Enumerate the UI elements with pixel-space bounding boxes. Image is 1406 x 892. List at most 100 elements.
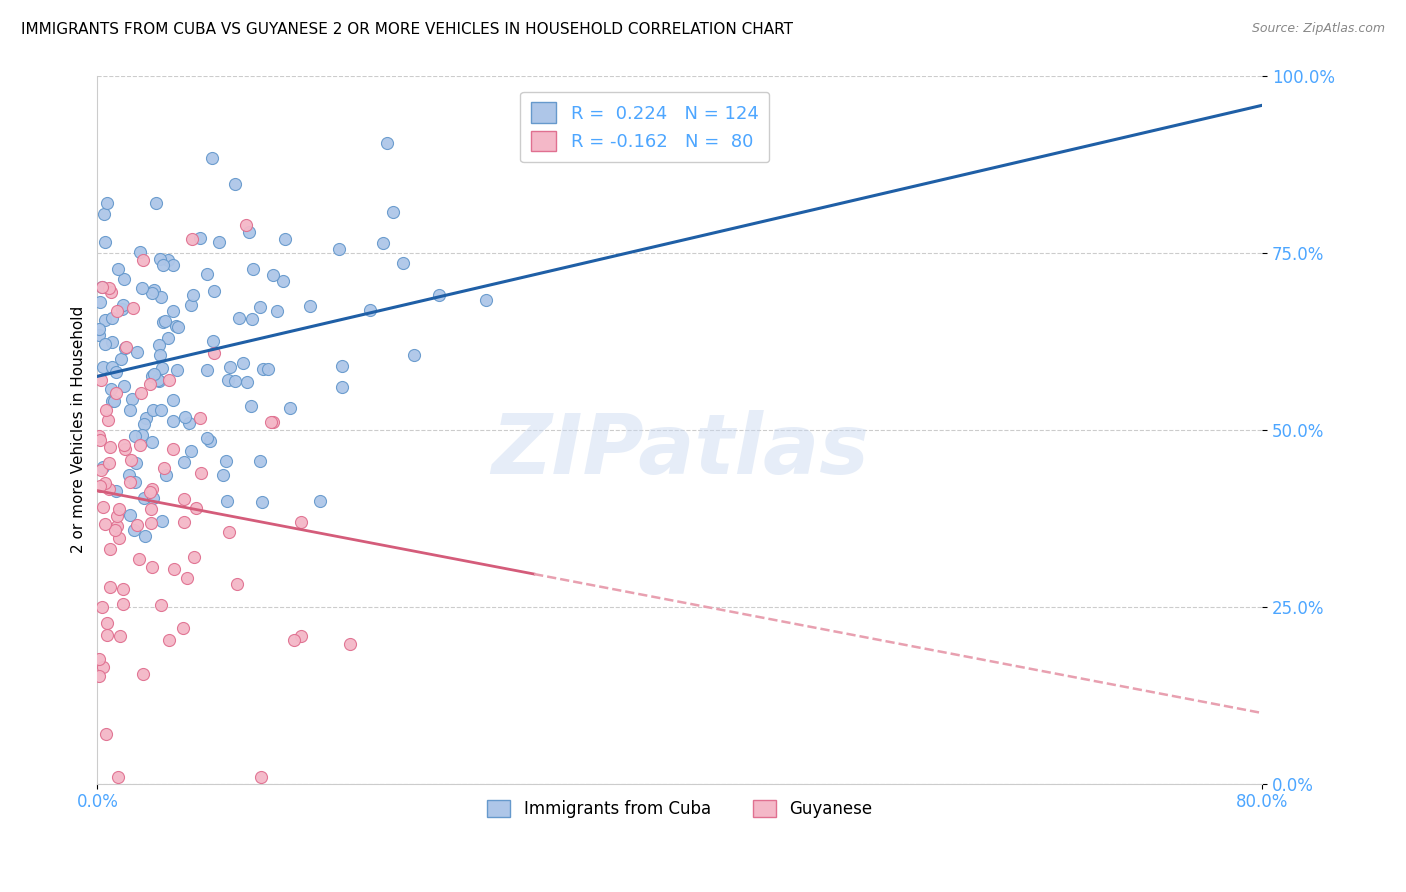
Text: Source: ZipAtlas.com: Source: ZipAtlas.com bbox=[1251, 22, 1385, 36]
Point bbox=[262, 415, 284, 429]
Point bbox=[283, 633, 305, 648]
Point bbox=[152, 258, 174, 272]
Point bbox=[204, 345, 226, 359]
Point bbox=[148, 338, 170, 352]
Point bbox=[120, 403, 142, 417]
Point bbox=[150, 514, 173, 528]
Point bbox=[91, 460, 114, 475]
Point bbox=[162, 442, 184, 456]
Point bbox=[98, 580, 121, 594]
Point bbox=[184, 500, 207, 515]
Point bbox=[173, 455, 195, 469]
Point bbox=[371, 236, 394, 251]
Point bbox=[90, 280, 112, 294]
Point bbox=[97, 413, 120, 427]
Point bbox=[120, 475, 142, 489]
Point bbox=[141, 369, 163, 384]
Point bbox=[121, 301, 143, 315]
Point bbox=[90, 373, 112, 387]
Point bbox=[107, 508, 129, 523]
Point bbox=[375, 136, 398, 151]
Point bbox=[148, 375, 170, 389]
Point bbox=[89, 652, 111, 666]
Point bbox=[259, 415, 281, 429]
Point bbox=[176, 571, 198, 585]
Point bbox=[96, 403, 118, 417]
Point bbox=[121, 392, 143, 406]
Point bbox=[266, 304, 288, 318]
Point bbox=[98, 281, 121, 295]
Point bbox=[290, 515, 312, 529]
Point bbox=[143, 367, 166, 381]
Point bbox=[177, 416, 200, 430]
Point bbox=[96, 616, 118, 631]
Point bbox=[157, 252, 180, 267]
Point bbox=[127, 344, 149, 359]
Point bbox=[172, 620, 194, 634]
Point bbox=[262, 268, 284, 282]
Point bbox=[359, 303, 381, 318]
Point bbox=[107, 262, 129, 277]
Point bbox=[163, 562, 186, 576]
Point bbox=[107, 770, 129, 784]
Point bbox=[115, 340, 138, 354]
Point bbox=[278, 401, 301, 416]
Text: ZIPatlas: ZIPatlas bbox=[491, 410, 869, 491]
Point bbox=[149, 348, 172, 362]
Point bbox=[217, 374, 239, 388]
Point bbox=[90, 280, 112, 294]
Point bbox=[224, 374, 246, 388]
Point bbox=[157, 633, 180, 648]
Point bbox=[104, 483, 127, 498]
Point bbox=[89, 434, 111, 448]
Point bbox=[128, 552, 150, 566]
Point bbox=[139, 516, 162, 531]
Point bbox=[252, 362, 274, 376]
Point bbox=[101, 359, 124, 374]
Point bbox=[218, 524, 240, 539]
Point bbox=[87, 428, 110, 442]
Point bbox=[157, 374, 180, 388]
Point bbox=[132, 253, 155, 268]
Point bbox=[132, 666, 155, 681]
Point bbox=[111, 301, 134, 316]
Point bbox=[404, 348, 426, 362]
Point bbox=[475, 293, 498, 308]
Point bbox=[98, 541, 121, 556]
Point bbox=[173, 515, 195, 529]
Point bbox=[105, 365, 128, 379]
Point bbox=[238, 225, 260, 239]
Point bbox=[249, 770, 271, 784]
Point bbox=[235, 376, 257, 390]
Point bbox=[108, 501, 131, 516]
Point bbox=[112, 582, 135, 596]
Point bbox=[143, 283, 166, 297]
Point bbox=[149, 598, 172, 612]
Point bbox=[141, 482, 163, 496]
Point bbox=[141, 435, 163, 450]
Point bbox=[118, 468, 141, 483]
Point bbox=[139, 485, 162, 500]
Point bbox=[112, 379, 135, 393]
Point bbox=[188, 411, 211, 425]
Point bbox=[142, 402, 165, 417]
Point bbox=[101, 394, 124, 409]
Point bbox=[94, 727, 117, 741]
Point bbox=[173, 492, 195, 507]
Point bbox=[112, 438, 135, 452]
Point bbox=[149, 252, 172, 267]
Point bbox=[173, 409, 195, 424]
Point bbox=[232, 355, 254, 369]
Point bbox=[427, 287, 450, 301]
Point bbox=[250, 495, 273, 509]
Point bbox=[239, 399, 262, 413]
Point bbox=[330, 379, 353, 393]
Point bbox=[183, 549, 205, 564]
Text: IMMIGRANTS FROM CUBA VS GUYANESE 2 OR MORE VEHICLES IN HOUSEHOLD CORRELATION CHA: IMMIGRANTS FROM CUBA VS GUYANESE 2 OR MO… bbox=[21, 22, 793, 37]
Point bbox=[120, 453, 142, 467]
Point bbox=[195, 267, 218, 281]
Point bbox=[392, 256, 415, 270]
Point bbox=[93, 207, 115, 221]
Point bbox=[94, 312, 117, 326]
Point bbox=[124, 429, 146, 443]
